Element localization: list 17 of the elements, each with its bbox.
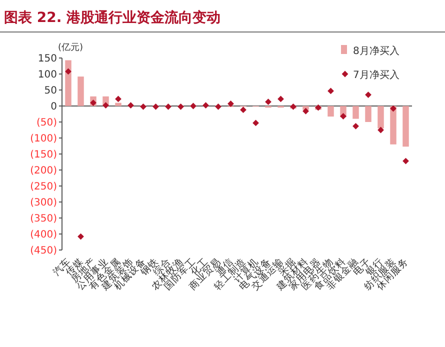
legend-label: 7月净买入: [353, 69, 400, 81]
chart-title: 图表 22. 港股通行业资金流向变动: [4, 9, 221, 26]
y-tick-label: (200): [30, 166, 58, 176]
y-tick-label: (50): [36, 118, 58, 128]
y-tick-label: 50: [44, 86, 57, 96]
y-tick-label: 100: [38, 70, 57, 80]
y-tick-label: (300): [30, 198, 58, 208]
y-tick-label: (250): [30, 182, 58, 192]
y-tick-label: (150): [30, 150, 58, 160]
y-tick-label: 0: [50, 102, 57, 112]
y-axis-title: (亿元): [58, 42, 84, 53]
y-tick-label: (400): [30, 230, 58, 240]
y-tick-label: 150: [38, 54, 57, 64]
legend-label: 8月净买入: [353, 45, 400, 57]
y-tick-label: (350): [30, 214, 58, 224]
y-tick-label: (450): [30, 246, 58, 256]
y-tick-label: (100): [30, 134, 58, 144]
